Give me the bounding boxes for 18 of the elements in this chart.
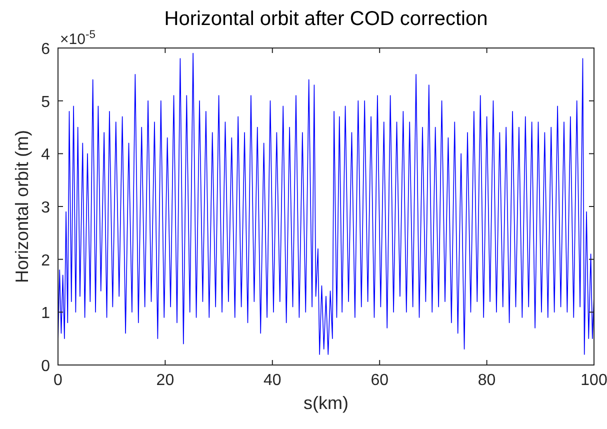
y-tick-label: 3 [41,200,50,216]
y-tick-label: 4 [41,146,50,164]
x-tick-label: 40 [264,372,282,389]
text: ×10$^{-5}$ [60,29,96,48]
y-tick-label: 2 [41,252,50,270]
x-tick-label: 20 [156,372,174,389]
x-tick-label: 100 [580,372,607,389]
y-tick-label: 6 [41,41,50,58]
y-axis-title: Horizontal orbit (m) [12,130,32,284]
y-tick-label: 0 [41,358,50,375]
line-series [58,52,594,355]
x-tick-label: 0 [54,372,63,389]
chart-title: Horizontal orbit after COD correction [164,8,488,30]
y-tick-label: 5 [41,94,50,111]
x-tick-label: 80 [478,372,496,389]
y-tick-label: 1 [41,305,50,322]
x-axis-title: s(km) [304,393,348,413]
x-tick-label: 60 [370,372,389,389]
